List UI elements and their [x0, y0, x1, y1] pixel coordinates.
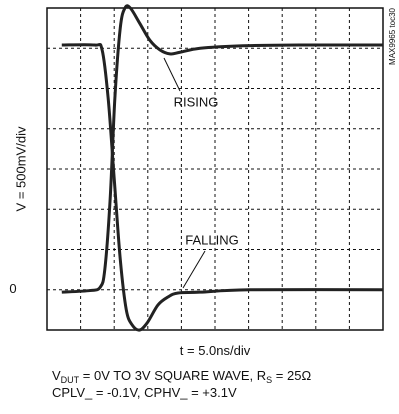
note-part: CPLV_ = -0.1V, CPHV_ = +3.1V [52, 385, 237, 400]
y-tick-label: 0 [9, 281, 16, 296]
rising-leader [163, 57, 181, 92]
trace [61, 4, 384, 294]
y-axis-label: V = 500mV/div [13, 126, 28, 211]
note-part: S [266, 375, 272, 385]
note-part: V [52, 368, 61, 383]
x-axis-label: t = 5.0ns/div [180, 343, 251, 358]
note: VDUT = 0V TO 3V SQUARE WAVE, RS = 25Ω [52, 368, 311, 385]
note: CPLV_ = -0.1V, CPHV_ = +3.1V [52, 385, 237, 400]
side-note: MAX9965 toc30 [388, 7, 397, 64]
note-part: DUT [61, 375, 80, 385]
trace [61, 42, 384, 332]
trace-label: RISING [174, 94, 219, 109]
note-part: = 0V TO 3V SQUARE WAVE, R [79, 368, 266, 383]
trace-label: FALLING [185, 232, 238, 247]
falling-leader [182, 250, 206, 289]
note-part: = 25Ω [272, 368, 311, 383]
